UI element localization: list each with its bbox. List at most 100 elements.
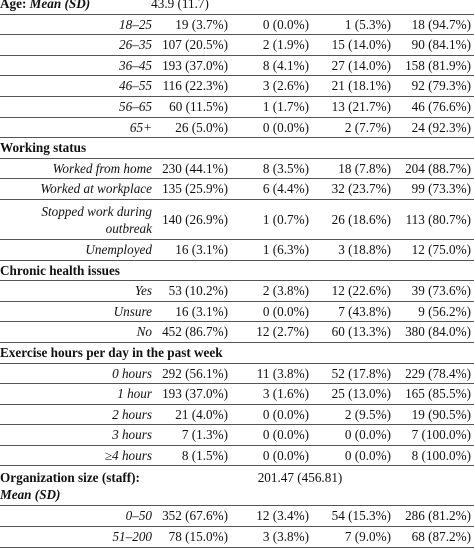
cell: 230 (44.1%) bbox=[162, 160, 228, 176]
cell: 2 (7.7%) bbox=[344, 119, 391, 135]
row-label: 65+ bbox=[129, 119, 152, 135]
cell: 16 (3.1%) bbox=[175, 241, 228, 257]
cell: 18 (94.7%) bbox=[411, 16, 471, 32]
cell: 60 (13.3%) bbox=[331, 324, 391, 340]
cell: 32 (23.7%) bbox=[331, 181, 391, 197]
cell: 165 (85.5%) bbox=[405, 386, 471, 402]
table-row: Yes 53 (10.2%) 2 (3.8%) 12 (22.6%) 39 (73.6%… bbox=[0, 281, 474, 302]
cell: 135 (25.9%) bbox=[162, 181, 228, 197]
cell: 53 (10.2%) bbox=[168, 283, 228, 299]
cell: 2 (3.8%) bbox=[262, 283, 309, 299]
cell: 0 (0.0%) bbox=[262, 406, 309, 422]
section-title-exercise: Exercise hours per day in the past week bbox=[0, 344, 223, 360]
cell: 292 (56.1%) bbox=[162, 365, 228, 381]
table-row: 0–50 352 (67.6%) 12 (3.4%) 54 (15.3%) 286 (8… bbox=[0, 506, 474, 528]
cell: 7 (9.0%) bbox=[344, 529, 391, 545]
cell: 8 (1.5%) bbox=[181, 447, 228, 463]
table-row: No 452 (86.7%) 12 (2.7%) 60 (13.3%) 380 (84.… bbox=[0, 322, 474, 343]
cell: 229 (78.4%) bbox=[405, 365, 471, 381]
cell: 15 (14.0%) bbox=[331, 37, 391, 53]
table-row: Unemployed 16 (3.1%) 1 (6.3%) 3 (18.8%) 12 (… bbox=[0, 240, 474, 261]
cell: 13 (21.7%) bbox=[331, 98, 391, 114]
cell: 3 (18.8%) bbox=[338, 241, 391, 257]
table-row: 0 hours 292 (56.1%) 11 (3.8%) 52 (17.8%) 229… bbox=[0, 364, 474, 385]
cell: 7 (1.3%) bbox=[181, 427, 228, 443]
cell: 2 (9.5%) bbox=[344, 406, 391, 422]
cell: 39 (73.6%) bbox=[411, 283, 471, 299]
cell: 113 (80.7%) bbox=[405, 211, 471, 227]
cell: 380 (84.0%) bbox=[405, 324, 471, 340]
cell: 204 (88.7%) bbox=[405, 160, 471, 176]
cell: 24 (92.3%) bbox=[411, 119, 471, 135]
age-mean-sd: 43.9 (11.7) bbox=[151, 0, 209, 11]
row-label: 51–200 bbox=[112, 529, 152, 545]
cell: 0 (0.0%) bbox=[344, 447, 391, 463]
cell: 140 (26.9%) bbox=[162, 211, 228, 227]
cell: 19 (90.5%) bbox=[411, 406, 471, 422]
cell: 116 (22.3%) bbox=[162, 78, 228, 94]
org-size-mean-sd: 201.47 (456.81) bbox=[257, 470, 343, 486]
row-label: Unemployed bbox=[85, 241, 152, 257]
cell: 1 (5.3%) bbox=[344, 16, 391, 32]
cell: 8 (4.1%) bbox=[262, 57, 309, 73]
row-label: 18–25 bbox=[119, 16, 152, 32]
row-label: 2 hours bbox=[112, 406, 152, 422]
row-label: 36–45 bbox=[119, 57, 152, 73]
table-row: 1 hour 193 (37.0%) 3 (1.6%) 25 (13.0%) 165 (… bbox=[0, 384, 474, 405]
row-label: 3 hours bbox=[112, 427, 152, 443]
section-header-chronic-health: Chronic health issues bbox=[0, 261, 474, 282]
row-label: ≥4 hours bbox=[104, 447, 152, 463]
table-row: 65+ 26 (5.0%) 0 (0.0%) 2 (7.7%) 24 (92.3%) bbox=[0, 118, 474, 139]
cell: 1 (1.7%) bbox=[262, 98, 309, 114]
cell: 0 (0.0%) bbox=[262, 119, 309, 135]
row-label: Yes bbox=[134, 283, 152, 299]
cell: 16 (3.1%) bbox=[175, 303, 228, 319]
section-title-working-status: Working status bbox=[0, 140, 87, 156]
cell: 60 (11.5%) bbox=[169, 98, 228, 114]
row-label: Worked from home bbox=[52, 160, 152, 176]
cell: 452 (86.7%) bbox=[162, 324, 228, 340]
table-row: 18–25 19 (3.7%) 0 (0.0%) 1 (5.3%) 18 (94.7%) bbox=[0, 15, 474, 36]
cell: 193 (37.0%) bbox=[162, 386, 228, 402]
table-row: 36–45 193 (37.0%) 8 (4.1%) 27 (14.0%) 158 (8… bbox=[0, 56, 474, 77]
cell: 0 (0.0%) bbox=[262, 447, 309, 463]
cell: 12 (2.7%) bbox=[256, 324, 309, 340]
section-header-working-status: Working status bbox=[0, 138, 474, 159]
table-row: ≥4 hours 8 (1.5%) 0 (0.0%) 0 (0.0%) 8 (100.0… bbox=[0, 446, 474, 467]
cell: 3 (2.6%) bbox=[262, 78, 309, 94]
cell: 26 (18.6%) bbox=[331, 211, 391, 227]
cell: 1 (6.3%) bbox=[262, 241, 309, 257]
cell: 352 (67.6%) bbox=[162, 508, 228, 524]
section-title-org-size: Organization size (staff): Mean (SD) bbox=[0, 470, 140, 503]
cell: 0 (0.0%) bbox=[262, 16, 309, 32]
cell: 0 (0.0%) bbox=[262, 427, 309, 443]
cell: 19 (3.7%) bbox=[175, 16, 228, 32]
row-label: Unsure bbox=[113, 303, 152, 319]
cell: 25 (13.0%) bbox=[331, 386, 391, 402]
cell: 107 (20.5%) bbox=[162, 37, 228, 53]
cell: 90 (84.1%) bbox=[411, 37, 471, 53]
cell: 12 (22.6%) bbox=[331, 283, 391, 299]
row-label: 0–50 bbox=[125, 508, 152, 524]
row-label: 46–55 bbox=[119, 78, 152, 94]
cell: 6 (4.4%) bbox=[262, 181, 309, 197]
cell: 0 (0.0%) bbox=[262, 303, 309, 319]
cell: 3 (3.8%) bbox=[262, 529, 309, 545]
section-title-age: Age: Mean (SD) bbox=[0, 0, 91, 11]
cell: 54 (15.3%) bbox=[331, 508, 391, 524]
cell: 3 (1.6%) bbox=[262, 386, 309, 402]
cell: 46 (76.6%) bbox=[411, 98, 471, 114]
section-header-org-size: Organization size (staff): Mean (SD) 201.… bbox=[0, 466, 474, 507]
cell: 9 (56.2%) bbox=[418, 303, 471, 319]
cell: 11 (3.8%) bbox=[256, 365, 309, 381]
table-row: 51–200 78 (15.0%) 3 (3.8%) 7 (9.0%) 68 (87.2… bbox=[0, 527, 474, 548]
cell: 78 (15.0%) bbox=[168, 529, 228, 545]
row-label: Stopped work during outbreak bbox=[41, 203, 152, 236]
row-label: 0 hours bbox=[112, 365, 152, 381]
table-row: 46–55 116 (22.3%) 3 (2.6%) 21 (18.1%) 92 (79… bbox=[0, 76, 474, 97]
table-row: Worked from home 230 (44.1%) 8 (3.5%) 18 (7… bbox=[0, 159, 474, 180]
cell: 12 (3.4%) bbox=[256, 508, 309, 524]
table-row: Unsure 16 (3.1%) 0 (0.0%) 7 (43.8%) 9 (56.2%… bbox=[0, 302, 474, 323]
cell: 12 (75.0%) bbox=[411, 241, 471, 257]
